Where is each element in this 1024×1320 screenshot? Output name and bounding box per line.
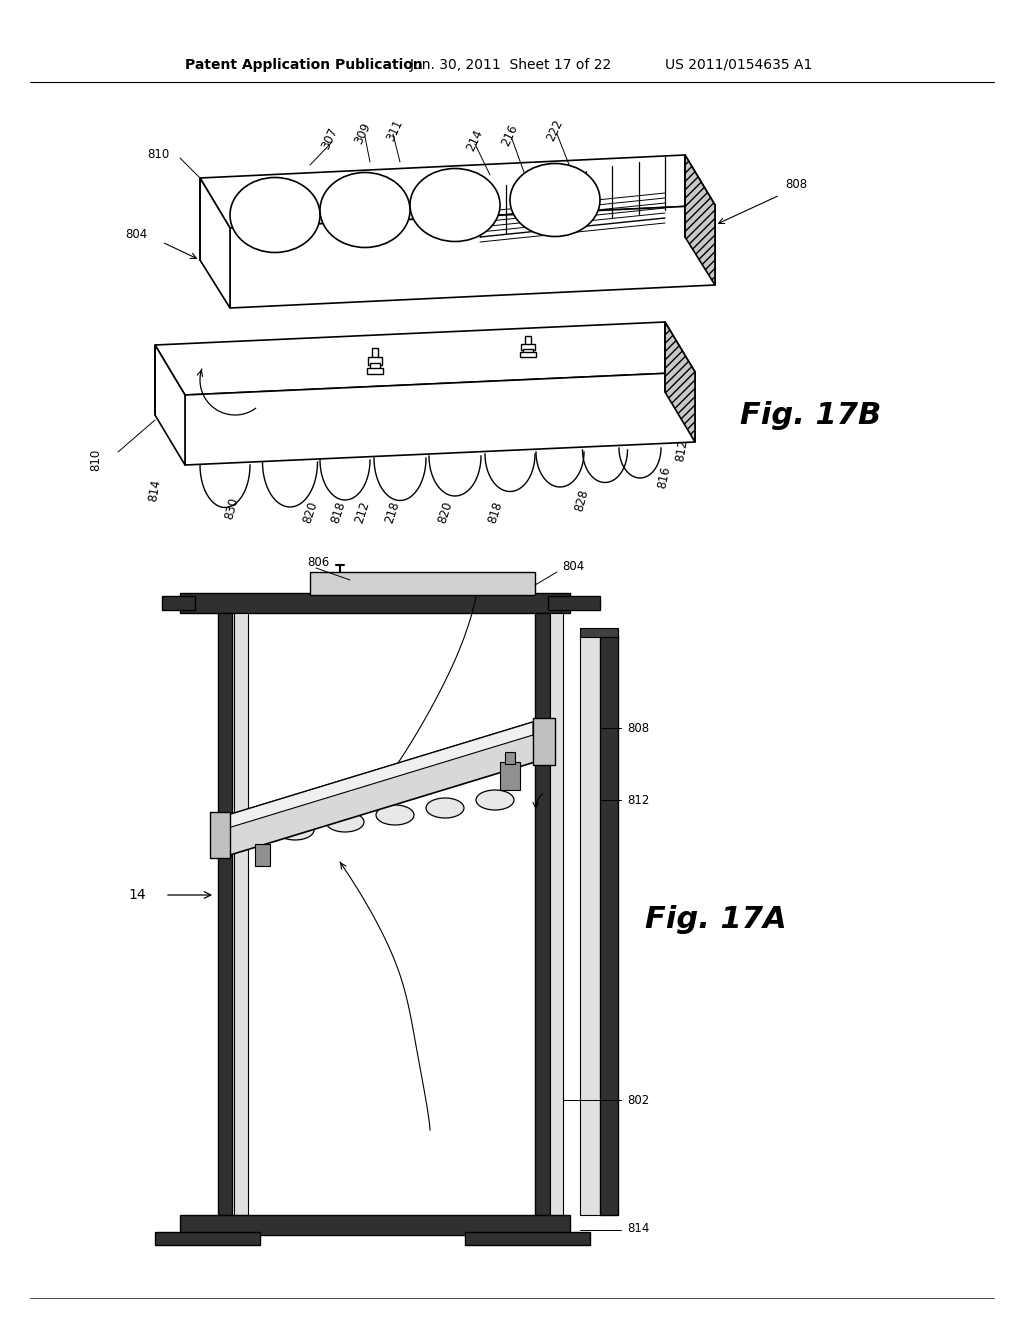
Text: 828: 828	[572, 487, 591, 512]
Text: 814: 814	[146, 478, 164, 502]
Polygon shape	[200, 154, 715, 228]
Ellipse shape	[426, 799, 464, 818]
Polygon shape	[523, 348, 534, 354]
Polygon shape	[234, 612, 248, 1214]
Polygon shape	[367, 367, 383, 374]
Polygon shape	[525, 337, 531, 346]
Text: 830: 830	[223, 495, 241, 520]
Text: 812: 812	[673, 438, 690, 462]
Text: 820: 820	[435, 499, 455, 524]
Polygon shape	[255, 843, 270, 866]
Text: 14: 14	[128, 888, 145, 902]
Polygon shape	[685, 154, 715, 285]
Text: 311: 311	[384, 117, 406, 143]
Text: 808: 808	[627, 722, 649, 734]
Polygon shape	[155, 322, 695, 395]
Polygon shape	[580, 635, 605, 1214]
Polygon shape	[548, 597, 600, 610]
Polygon shape	[185, 372, 695, 465]
Text: 810: 810	[147, 149, 170, 161]
Ellipse shape	[217, 842, 223, 846]
Text: 816: 816	[655, 465, 673, 490]
Text: 810: 810	[89, 449, 102, 471]
Text: 820: 820	[300, 499, 319, 524]
Text: 218: 218	[382, 499, 401, 524]
Polygon shape	[155, 345, 185, 465]
Text: 818: 818	[329, 499, 347, 524]
Text: 307: 307	[319, 125, 341, 150]
Ellipse shape	[476, 789, 514, 810]
Polygon shape	[534, 718, 555, 766]
Polygon shape	[500, 762, 520, 789]
Text: Patent Application Publication: Patent Application Publication	[185, 58, 423, 73]
Text: Jun. 30, 2011  Sheet 17 of 22: Jun. 30, 2011 Sheet 17 of 22	[410, 58, 612, 73]
Ellipse shape	[510, 164, 600, 236]
Ellipse shape	[326, 812, 364, 832]
Polygon shape	[155, 1232, 260, 1245]
Text: 812: 812	[627, 793, 649, 807]
Polygon shape	[505, 752, 515, 764]
Text: 309: 309	[352, 120, 374, 145]
Polygon shape	[218, 612, 232, 1214]
Text: 804: 804	[562, 561, 585, 573]
Text: Fig. 17A: Fig. 17A	[645, 906, 786, 935]
Polygon shape	[372, 348, 378, 360]
Polygon shape	[665, 322, 695, 442]
Polygon shape	[210, 812, 230, 858]
Text: 802: 802	[627, 1093, 649, 1106]
Polygon shape	[180, 1214, 570, 1236]
Ellipse shape	[217, 817, 223, 822]
Polygon shape	[162, 597, 195, 610]
Polygon shape	[600, 635, 618, 1214]
Ellipse shape	[410, 169, 500, 242]
Text: 818: 818	[485, 499, 505, 524]
Text: US 2011/0154635 A1: US 2011/0154635 A1	[665, 58, 812, 73]
Text: 808: 808	[785, 178, 807, 191]
Polygon shape	[370, 363, 380, 370]
Polygon shape	[580, 628, 618, 638]
Text: 216: 216	[500, 121, 520, 148]
Text: 222: 222	[545, 117, 565, 143]
Polygon shape	[180, 593, 570, 612]
Polygon shape	[368, 356, 382, 364]
Ellipse shape	[319, 173, 410, 248]
Ellipse shape	[276, 820, 314, 840]
Polygon shape	[521, 343, 535, 350]
Text: 806: 806	[307, 557, 330, 569]
Text: 814: 814	[627, 1221, 649, 1234]
Polygon shape	[230, 205, 715, 308]
Ellipse shape	[376, 805, 414, 825]
Polygon shape	[228, 722, 535, 855]
Polygon shape	[310, 572, 535, 595]
Ellipse shape	[230, 177, 319, 252]
Polygon shape	[228, 722, 534, 828]
Polygon shape	[520, 352, 536, 358]
Text: 804: 804	[126, 228, 148, 242]
Polygon shape	[465, 1232, 590, 1245]
Polygon shape	[535, 612, 550, 1214]
Polygon shape	[200, 178, 230, 308]
Polygon shape	[550, 612, 563, 1214]
Text: Fig. 17B: Fig. 17B	[740, 400, 882, 429]
Text: 212: 212	[352, 499, 372, 525]
Text: 214: 214	[464, 127, 485, 153]
Ellipse shape	[217, 829, 223, 834]
